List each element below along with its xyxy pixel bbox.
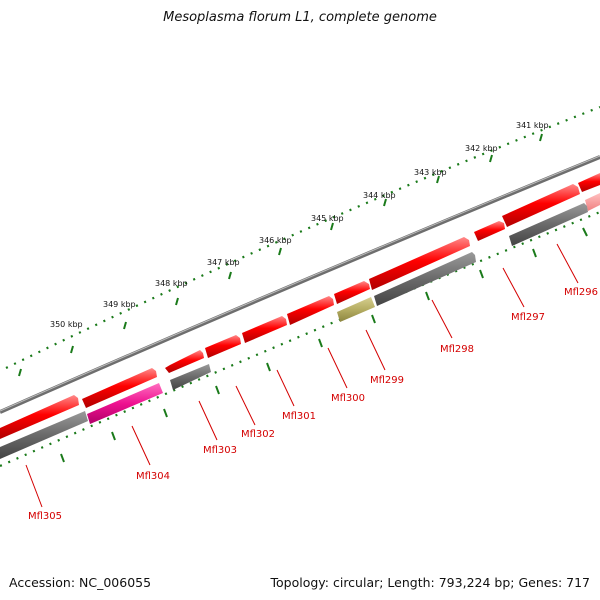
rna-feature[interactable] (374, 252, 476, 306)
inner-tick (371, 314, 376, 324)
gene-feature[interactable] (578, 173, 600, 192)
genome-backbone (0, 155, 600, 414)
gene-feature[interactable] (474, 221, 505, 241)
inner-ruler (0, 210, 600, 468)
kbp-label: 348 kbp (155, 279, 188, 288)
inner-tick (60, 453, 65, 463)
topology-summary: Topology: circular; Length: 793,224 bp; … (270, 575, 591, 590)
gene-leader-line (327, 347, 348, 389)
gene-label[interactable]: Mfl299 (370, 375, 404, 386)
gene-feature[interactable] (0, 395, 79, 439)
kbp-tick (383, 198, 387, 207)
gene-feature[interactable] (369, 237, 470, 290)
kbp-tick (436, 175, 440, 184)
inner-tick (532, 248, 537, 258)
rna-feature[interactable] (509, 203, 588, 246)
gene-leader-line (25, 464, 43, 508)
gene-label[interactable]: Mfl303 (203, 445, 237, 456)
gene-label[interactable]: Mfl298 (440, 344, 474, 355)
kbp-tick (330, 222, 334, 231)
gene-feature[interactable] (287, 296, 334, 325)
gene-label[interactable]: Mfl305 (28, 511, 62, 522)
kbp-tick (539, 133, 543, 142)
inner-tick (582, 227, 588, 237)
kbp-label: 341 kbp (516, 121, 549, 130)
gene-label[interactable]: Mfl300 (331, 393, 365, 404)
gene-feature[interactable] (205, 335, 241, 358)
kbp-label: 342 kbp (465, 144, 498, 153)
gene-leader-line (502, 267, 525, 308)
genome-backbone-highlight (0, 155, 600, 412)
inner-tick (215, 385, 220, 395)
kbp-tick (175, 297, 179, 306)
kbp-tick (70, 345, 74, 354)
inner-tick (266, 362, 271, 372)
kbp-label: 345 kbp (311, 214, 344, 223)
inner-tick (479, 269, 484, 279)
kbp-tick (18, 368, 22, 377)
gene-leader-line (131, 425, 151, 466)
kbp-label: 344 kbp (363, 191, 396, 200)
gene-leader-line (431, 299, 453, 339)
kbp-tick (123, 321, 127, 330)
gene-label[interactable]: Mfl302 (241, 429, 275, 440)
inner-tick (163, 408, 168, 418)
kbp-ruler (5, 105, 600, 369)
rna-feature[interactable] (0, 411, 88, 459)
gene-feature-pale[interactable] (585, 193, 600, 211)
inner-tick (318, 338, 323, 348)
map-title: Mesoplasma florum L1, complete genome (163, 10, 437, 25)
kbp-tick (278, 247, 282, 256)
gene-label[interactable]: Mfl296 (564, 287, 598, 298)
accession-text: Accession: NC_006055 (9, 575, 152, 590)
gene-label[interactable]: Mfl304 (136, 471, 170, 482)
gene-leader-line (556, 243, 579, 284)
gene-feature[interactable] (502, 184, 580, 227)
kbp-tick (489, 154, 493, 163)
gene-label[interactable]: Mfl297 (511, 312, 545, 323)
gene-feature[interactable] (334, 281, 370, 304)
kbp-label: 349 kbp (103, 300, 136, 309)
gene-leader-line (276, 369, 295, 407)
kbp-label: 350 kbp (50, 320, 83, 329)
gene-feature[interactable] (165, 350, 204, 373)
gene-label[interactable]: Mfl301 (282, 411, 316, 422)
kbp-label: 343 kbp (414, 168, 447, 177)
misc-feature-pink[interactable] (87, 383, 163, 424)
misc-feature[interactable] (337, 297, 375, 322)
inner-tick (111, 431, 116, 441)
gene-feature[interactable] (82, 368, 157, 408)
gene-feature[interactable] (242, 316, 287, 343)
inner-tick (425, 291, 430, 301)
gene-leader-line (198, 400, 218, 441)
kbp-label: 347 kbp (207, 258, 240, 267)
kbp-tick (228, 271, 232, 280)
gene-leader-line (365, 329, 386, 371)
kbp-label: 346 kbp (259, 236, 292, 245)
rna-feature[interactable] (170, 364, 211, 390)
gene-leader-line (235, 385, 256, 426)
